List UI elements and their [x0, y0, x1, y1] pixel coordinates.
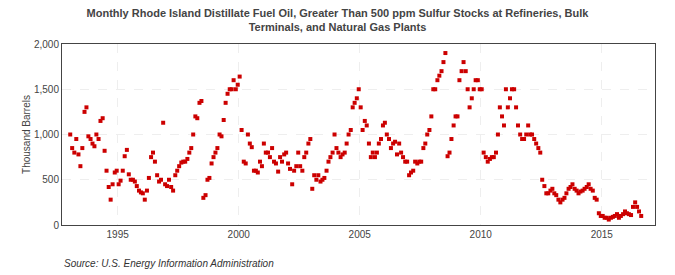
svg-text:Source: U.S. Energy Informatio: Source: U.S. Energy Information Administ… — [64, 258, 274, 269]
svg-text:0: 0 — [53, 220, 59, 231]
svg-text:2,000: 2,000 — [34, 39, 59, 50]
svg-text:2005: 2005 — [349, 229, 372, 240]
svg-text:2000: 2000 — [228, 229, 251, 240]
svg-text:1,500: 1,500 — [34, 84, 59, 95]
svg-text:1995: 1995 — [107, 229, 130, 240]
svg-text:Thousand Barrels: Thousand Barrels — [21, 95, 32, 174]
svg-text:1,000: 1,000 — [34, 129, 59, 140]
svg-text:500: 500 — [42, 174, 59, 185]
svg-text:2015: 2015 — [591, 229, 614, 240]
svg-text:2010: 2010 — [470, 229, 493, 240]
svg-text:Monthly Rhode Island Distillat: Monthly Rhode Island Distillate Fuel Oil… — [87, 7, 590, 33]
